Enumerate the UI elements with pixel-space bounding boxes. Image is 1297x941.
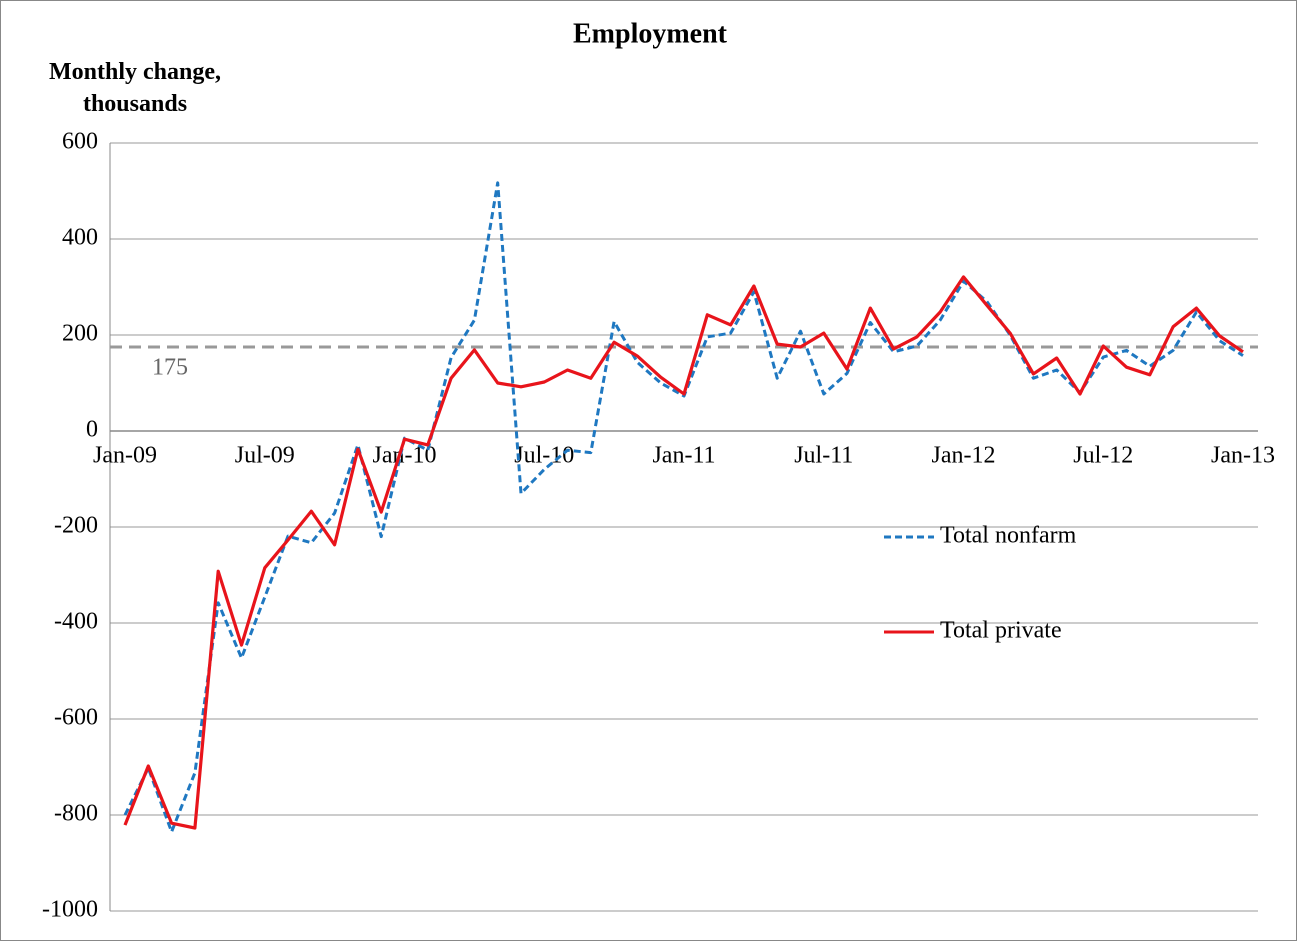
y-tick-label: 600 — [62, 129, 98, 155]
chart-title: Employment — [573, 18, 728, 49]
legend-label: Total private — [940, 618, 1062, 644]
x-tick-label: Jul-11 — [794, 443, 853, 469]
series-line — [123, 181, 1244, 834]
y-tick-label: -800 — [54, 801, 98, 827]
x-tick-label: Jul-09 — [235, 443, 295, 469]
y-axis-label: Monthly change, thousands — [48, 59, 221, 117]
y-tick-label: -1000 — [42, 897, 98, 923]
y-tick-label: -600 — [54, 705, 98, 731]
x-tick-label: Jan-10 — [373, 443, 437, 469]
y-tick-label: 400 — [62, 225, 98, 251]
x-tick-label: Jan-13 — [1211, 443, 1275, 469]
x-tick-label: Jan-11 — [652, 443, 715, 469]
y-tick-label: 200 — [62, 321, 98, 347]
x-tick-label: Jul-12 — [1073, 443, 1133, 469]
x-tick-label: Jan-09 — [93, 443, 157, 469]
x-tick-label: Jul-10 — [514, 443, 574, 469]
y-tick-label: 0 — [86, 417, 98, 443]
legend-label: Total nonfarm — [940, 523, 1077, 549]
x-tick-label: Jan-12 — [932, 443, 996, 469]
series-line — [123, 275, 1244, 830]
reference-label: 175 — [152, 355, 188, 381]
y-tick-label: -400 — [54, 609, 98, 635]
y-tick-label: -200 — [54, 513, 98, 539]
